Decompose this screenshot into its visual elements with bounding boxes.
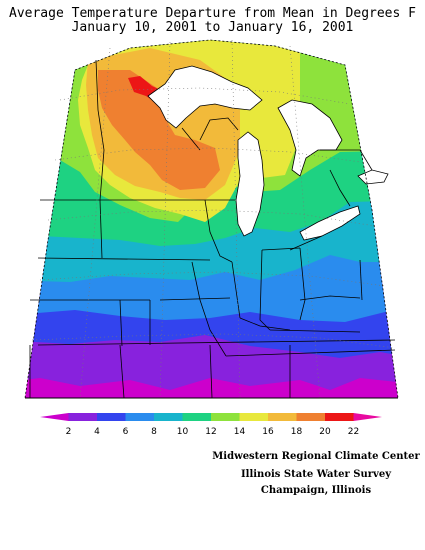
legend-swatch: [154, 413, 183, 421]
color-legend: 2 4 6 8 10 12 14 16 18 20 22: [40, 413, 382, 437]
legend-swatch: [239, 413, 269, 421]
legend-swatch: [296, 413, 326, 421]
legend-tick-label: 8: [151, 427, 157, 437]
lake-ontario: [357, 169, 389, 185]
legend-tick-label: 20: [319, 427, 331, 437]
credit-location: Champaign, Illinois: [260, 485, 372, 496]
map-title: Average Temperature Departure from Mean …: [9, 6, 416, 21]
legend-swatch: [97, 413, 126, 421]
legend-tick-label: 6: [123, 427, 129, 437]
contour-band-20: [98, 70, 220, 190]
legend-swatch: [68, 413, 98, 421]
lake-erie: [299, 205, 361, 241]
legend-tick-label: 14: [234, 427, 246, 437]
legend-swatch: [125, 413, 155, 421]
credit-survey: Illinois State Water Survey: [240, 469, 392, 480]
legend-tick-label: 12: [205, 427, 216, 437]
lake-superior: [147, 65, 263, 129]
legend-tick-labels: 2 4 6 8 10 12 14 16 18 20 22: [66, 427, 360, 437]
lake-michigan: [235, 131, 265, 237]
legend-tick-label: 10: [177, 427, 189, 437]
lake-huron: [277, 99, 343, 177]
credit-center: Midwestern Regional Climate Center: [212, 451, 420, 462]
legend-tick-label: 18: [291, 427, 303, 437]
legend-tick-label: 4: [94, 427, 100, 437]
legend-tick-label: 22: [348, 427, 359, 437]
legend-tick-label: 16: [262, 427, 274, 437]
legend-swatch: [268, 413, 297, 421]
legend-swatch: [182, 413, 212, 421]
legend-swatches: [40, 413, 382, 421]
legend-tick-label: 2: [66, 427, 72, 437]
legend-swatch: [211, 413, 240, 421]
map-date-range: January 10, 2001 to January 16, 2001: [71, 20, 354, 35]
legend-swatch: [325, 413, 354, 421]
graticule: [31, 39, 396, 399]
state-boundaries: [29, 59, 396, 399]
legend-swatch: [353, 413, 382, 421]
temperature-map: [24, 39, 399, 399]
legend-swatch: [40, 413, 69, 421]
